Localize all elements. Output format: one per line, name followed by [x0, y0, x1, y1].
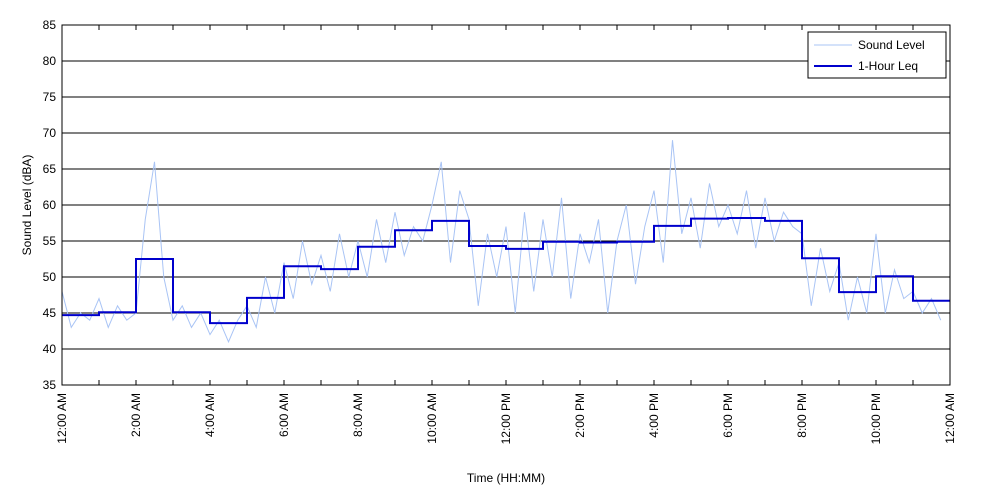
x-tick-label: 4:00 AM: [203, 393, 217, 437]
series-line: [62, 216, 950, 325]
y-tick-label: 50: [43, 270, 57, 284]
x-tick-label: 12:00 AM: [943, 393, 957, 444]
y-tick-label: 55: [43, 234, 57, 248]
x-tick-label: 10:00 AM: [425, 393, 439, 444]
y-tick-label: 60: [43, 198, 57, 212]
y-tick-label: 45: [43, 306, 57, 320]
x-tick-label: 4:00 PM: [647, 393, 661, 438]
x-tick-label: 6:00 AM: [277, 393, 291, 437]
x-tick-label: 8:00 AM: [351, 393, 365, 437]
y-tick-label: 75: [43, 90, 57, 104]
y-axis-label: Sound Level (dBA): [20, 155, 34, 256]
x-tick-label: 10:00 PM: [869, 393, 883, 444]
y-tick-label: 40: [43, 342, 57, 356]
series-line: [61, 140, 942, 344]
y-tick-label: 85: [43, 18, 57, 32]
x-tick-label: 2:00 AM: [129, 393, 143, 437]
y-tick-label: 65: [43, 162, 57, 176]
legend-box: [807, 31, 947, 79]
legend-label: Sound Level: [858, 38, 925, 52]
legend-label: 1-Hour Leq: [858, 59, 918, 73]
y-tick-label: 35: [43, 378, 57, 392]
x-tick-label: 12:00 PM: [499, 393, 513, 444]
plot-frame: [61, 24, 951, 386]
x-tick-label: 2:00 PM: [573, 393, 587, 438]
x-tick-label: 12:00 AM: [55, 393, 69, 444]
x-tick-label: 8:00 PM: [795, 393, 809, 438]
y-tick-label: 80: [43, 54, 57, 68]
x-axis-label: Time (HH:MM): [467, 471, 545, 485]
y-tick-label: 70: [43, 126, 57, 140]
x-tick-label: 6:00 PM: [721, 393, 735, 438]
